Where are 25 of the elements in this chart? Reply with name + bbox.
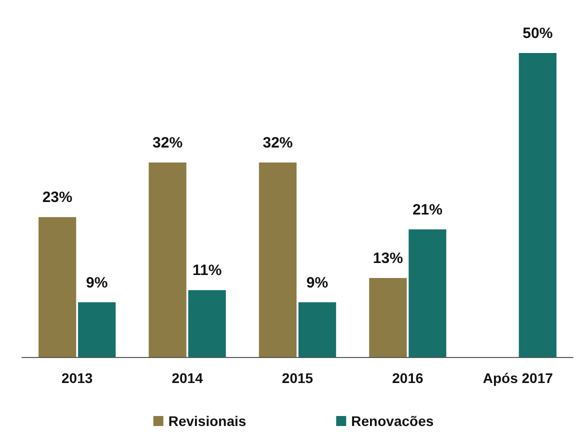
- data-label: 32%: [262, 134, 293, 152]
- data-label: 9%: [306, 274, 328, 292]
- x-tick-label: 2014: [172, 370, 204, 386]
- data-label: 23%: [42, 189, 72, 206]
- bar: [258, 162, 297, 357]
- x-tick-label: Após 2017: [482, 370, 554, 386]
- bar: [518, 53, 556, 357]
- data-label: 50%: [522, 25, 553, 42]
- data-label: 9%: [86, 274, 108, 292]
- bar: [369, 278, 407, 357]
- x-tick-label: 2013: [62, 370, 93, 386]
- bar: [408, 229, 446, 357]
- data-label: 21%: [412, 201, 442, 218]
- bar: [78, 302, 116, 357]
- data-label: 11%: [192, 262, 222, 280]
- bar: [298, 302, 336, 357]
- x-tick-label: 2016: [392, 370, 424, 386]
- bar: [188, 290, 226, 357]
- bar: [38, 217, 76, 357]
- data-label: 13%: [372, 250, 403, 267]
- legend-label: Revisionais: [168, 413, 246, 429]
- x-tick-label: 2015: [282, 370, 314, 386]
- data-label: 32%: [152, 134, 183, 152]
- legend-label: Renovacões: [351, 413, 434, 429]
- bar: [148, 162, 186, 357]
